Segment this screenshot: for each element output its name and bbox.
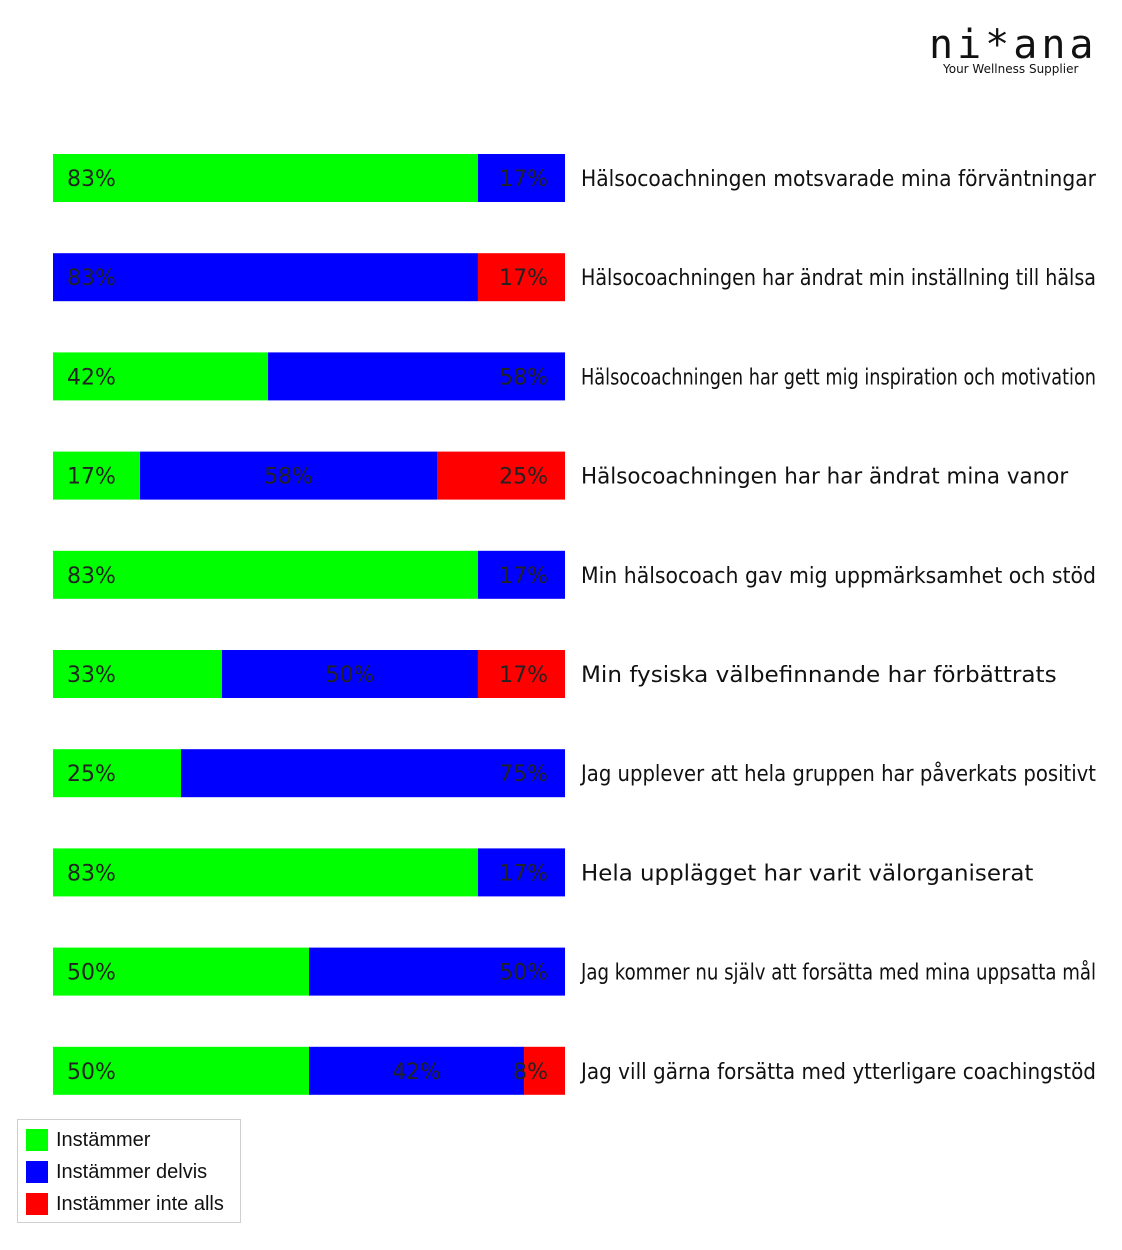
bar-segment-instammer-inte-alls (477, 650, 565, 698)
bar-segment-instammer (53, 947, 309, 996)
bar-row: 25% 75% Jag upplever att hela gruppen har … (53, 749, 1096, 798)
stacked-bar-chart: 83% 17% Hälsocoachningen motsvarade mina f… (53, 154, 1097, 1095)
bar-row: 17% 58% 25% Hälsocoachningen har har ändrat… (53, 451, 1069, 500)
bar-segment-instammer-inte-alls (437, 451, 565, 500)
data-label-instammer-delvis: 17% (499, 167, 548, 192)
category-label: Min hälsocoach gav mig uppmärksamhet och… (581, 564, 1096, 589)
bar-segment-instammer-inte-alls (477, 253, 565, 302)
legend-label-instammer: Instämmer (56, 1128, 151, 1151)
data-label-instammer-inte-alls: 17% (499, 266, 548, 291)
bar-row: 42% 58% Hälsocoachningen har gett mig insp… (53, 352, 1096, 401)
data-label-instammer-delvis: 17% (499, 564, 548, 589)
bar-row: 50% 42% 8% Jag vill gärna forsätta med ytte… (53, 1046, 1096, 1095)
data-label-instammer: 42% (67, 365, 116, 390)
legend-swatch-instammer-delvis (26, 1161, 48, 1183)
category-label: Hälsocoachningen har har ändrat mina van… (581, 465, 1069, 490)
bar-segment-instammer (53, 550, 478, 599)
niana-logo: ni*ana Your Wellness Supplier (925, 22, 1095, 82)
legend-label-instammer-inte-alls: Instämmer inte alls (56, 1192, 224, 1215)
bar-row: 50% 50% Jag kommer nu själv att forsätta m… (53, 947, 1096, 996)
bar-segment-instammer (53, 848, 478, 897)
bar-segment-instammer-delvis (477, 154, 565, 202)
legend-label-instammer-delvis: Instämmer delvis (56, 1160, 208, 1183)
bar-segment-instammer-delvis (309, 1046, 525, 1095)
bar-row: 33% 50% 17% Min fysiska välbefinnande har f… (53, 650, 1057, 698)
data-label-instammer-delvis: 42% (392, 1060, 441, 1085)
data-label-instammer: 83% (67, 167, 116, 192)
legend-item-instammer-inte-alls: Instämmer inte alls (26, 1192, 224, 1216)
legend: Instämmer Instämmer delvis Instämmer int… (17, 1119, 241, 1223)
category-label: Hälsocoachningen motsvarade mina förvänt… (581, 167, 1097, 192)
category-label: Jag vill gärna forsätta med ytterligare … (579, 1060, 1096, 1085)
data-label-instammer-inte-alls: 8% (513, 1060, 548, 1085)
data-label-instammer-delvis: 83% (67, 266, 116, 291)
data-label-instammer: 17% (67, 465, 116, 490)
data-label-instammer-delvis: 58% (264, 465, 313, 490)
data-label-instammer-delvis: 50% (326, 663, 375, 688)
data-label-instammer-delvis: 75% (499, 762, 548, 787)
bar-segment-instammer (53, 650, 222, 698)
category-label: Min fysiska välbefinnande har förbättrat… (581, 663, 1057, 688)
legend-swatch-instammer (26, 1129, 48, 1151)
legend-item-instammer: Instämmer (26, 1128, 150, 1152)
category-label: Hälsocoachningen har gett mig inspiratio… (581, 365, 1096, 390)
logo-mark: ni*ana (929, 22, 1098, 68)
bar-segment-instammer (53, 451, 141, 500)
category-label: Jag kommer nu själv att forsätta med min… (579, 960, 1096, 986)
bar-segment-instammer-delvis (221, 650, 478, 698)
bar-segment-instammer-delvis (181, 749, 565, 798)
data-label-instammer: 83% (67, 861, 116, 886)
bar-segment-instammer (53, 749, 181, 798)
data-label-instammer: 83% (67, 564, 116, 589)
data-label-instammer-delvis: 50% (499, 961, 548, 986)
data-label-instammer-inte-alls: 25% (499, 465, 548, 490)
bar-row: 83% 17% Hälsocoachningen har ändrat min in… (53, 253, 1096, 302)
data-label-instammer-inte-alls: 17% (499, 663, 548, 688)
bar-row: 83% 17% Min hälsocoach gav mig uppmärksamh… (53, 550, 1096, 599)
data-label-instammer: 50% (67, 961, 116, 986)
bar-row: 83% 17% Hela upplägget har varit välorgani… (53, 848, 1034, 897)
legend-item-instammer-delvis: Instämmer delvis (26, 1160, 207, 1184)
bar-segment-instammer-delvis (477, 550, 565, 599)
bar-segment-instammer-delvis (477, 848, 565, 897)
bar-segment-instammer (53, 154, 478, 202)
bar-segment-instammer-delvis (268, 352, 565, 401)
category-label: Hela upplägget har varit välorganiserat (581, 861, 1034, 886)
bar-segment-instammer-delvis (140, 451, 438, 500)
data-label-instammer: 25% (67, 762, 116, 787)
data-label-instammer: 50% (67, 1060, 116, 1085)
data-label-instammer: 33% (67, 663, 116, 688)
data-label-instammer-delvis: 58% (499, 365, 548, 390)
logo-tagline: Your Wellness Supplier (943, 62, 1079, 76)
category-label: Jag upplever att hela gruppen har påverk… (579, 761, 1096, 787)
bar-segment-instammer (53, 352, 269, 401)
bar-segment-instammer-delvis (309, 947, 565, 996)
bar-row: 83% 17% Hälsocoachningen motsvarade mina f… (53, 154, 1097, 202)
category-label: Hälsocoachningen har ändrat min inställn… (581, 266, 1096, 291)
bar-segment-instammer-delvis (53, 253, 478, 302)
data-label-instammer-delvis: 17% (499, 861, 548, 886)
legend-swatch-instammer-inte-alls (26, 1193, 48, 1215)
bar-segment-instammer-inte-alls (524, 1046, 565, 1095)
bar-segment-instammer (53, 1046, 309, 1095)
